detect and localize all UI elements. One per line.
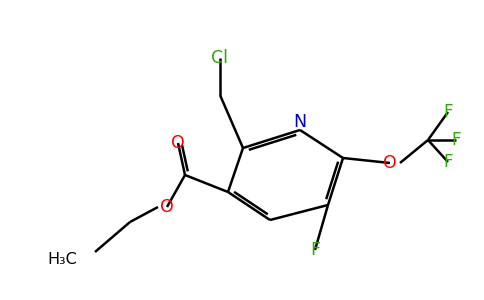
Text: F: F [310,241,320,259]
Text: O: O [160,198,174,216]
Text: H₃C: H₃C [47,253,77,268]
Text: F: F [443,103,453,121]
Text: N: N [293,113,306,131]
Text: O: O [171,134,185,152]
Text: F: F [443,153,453,171]
Text: O: O [383,154,397,172]
Text: Cl: Cl [212,49,228,67]
Text: F: F [451,131,461,149]
